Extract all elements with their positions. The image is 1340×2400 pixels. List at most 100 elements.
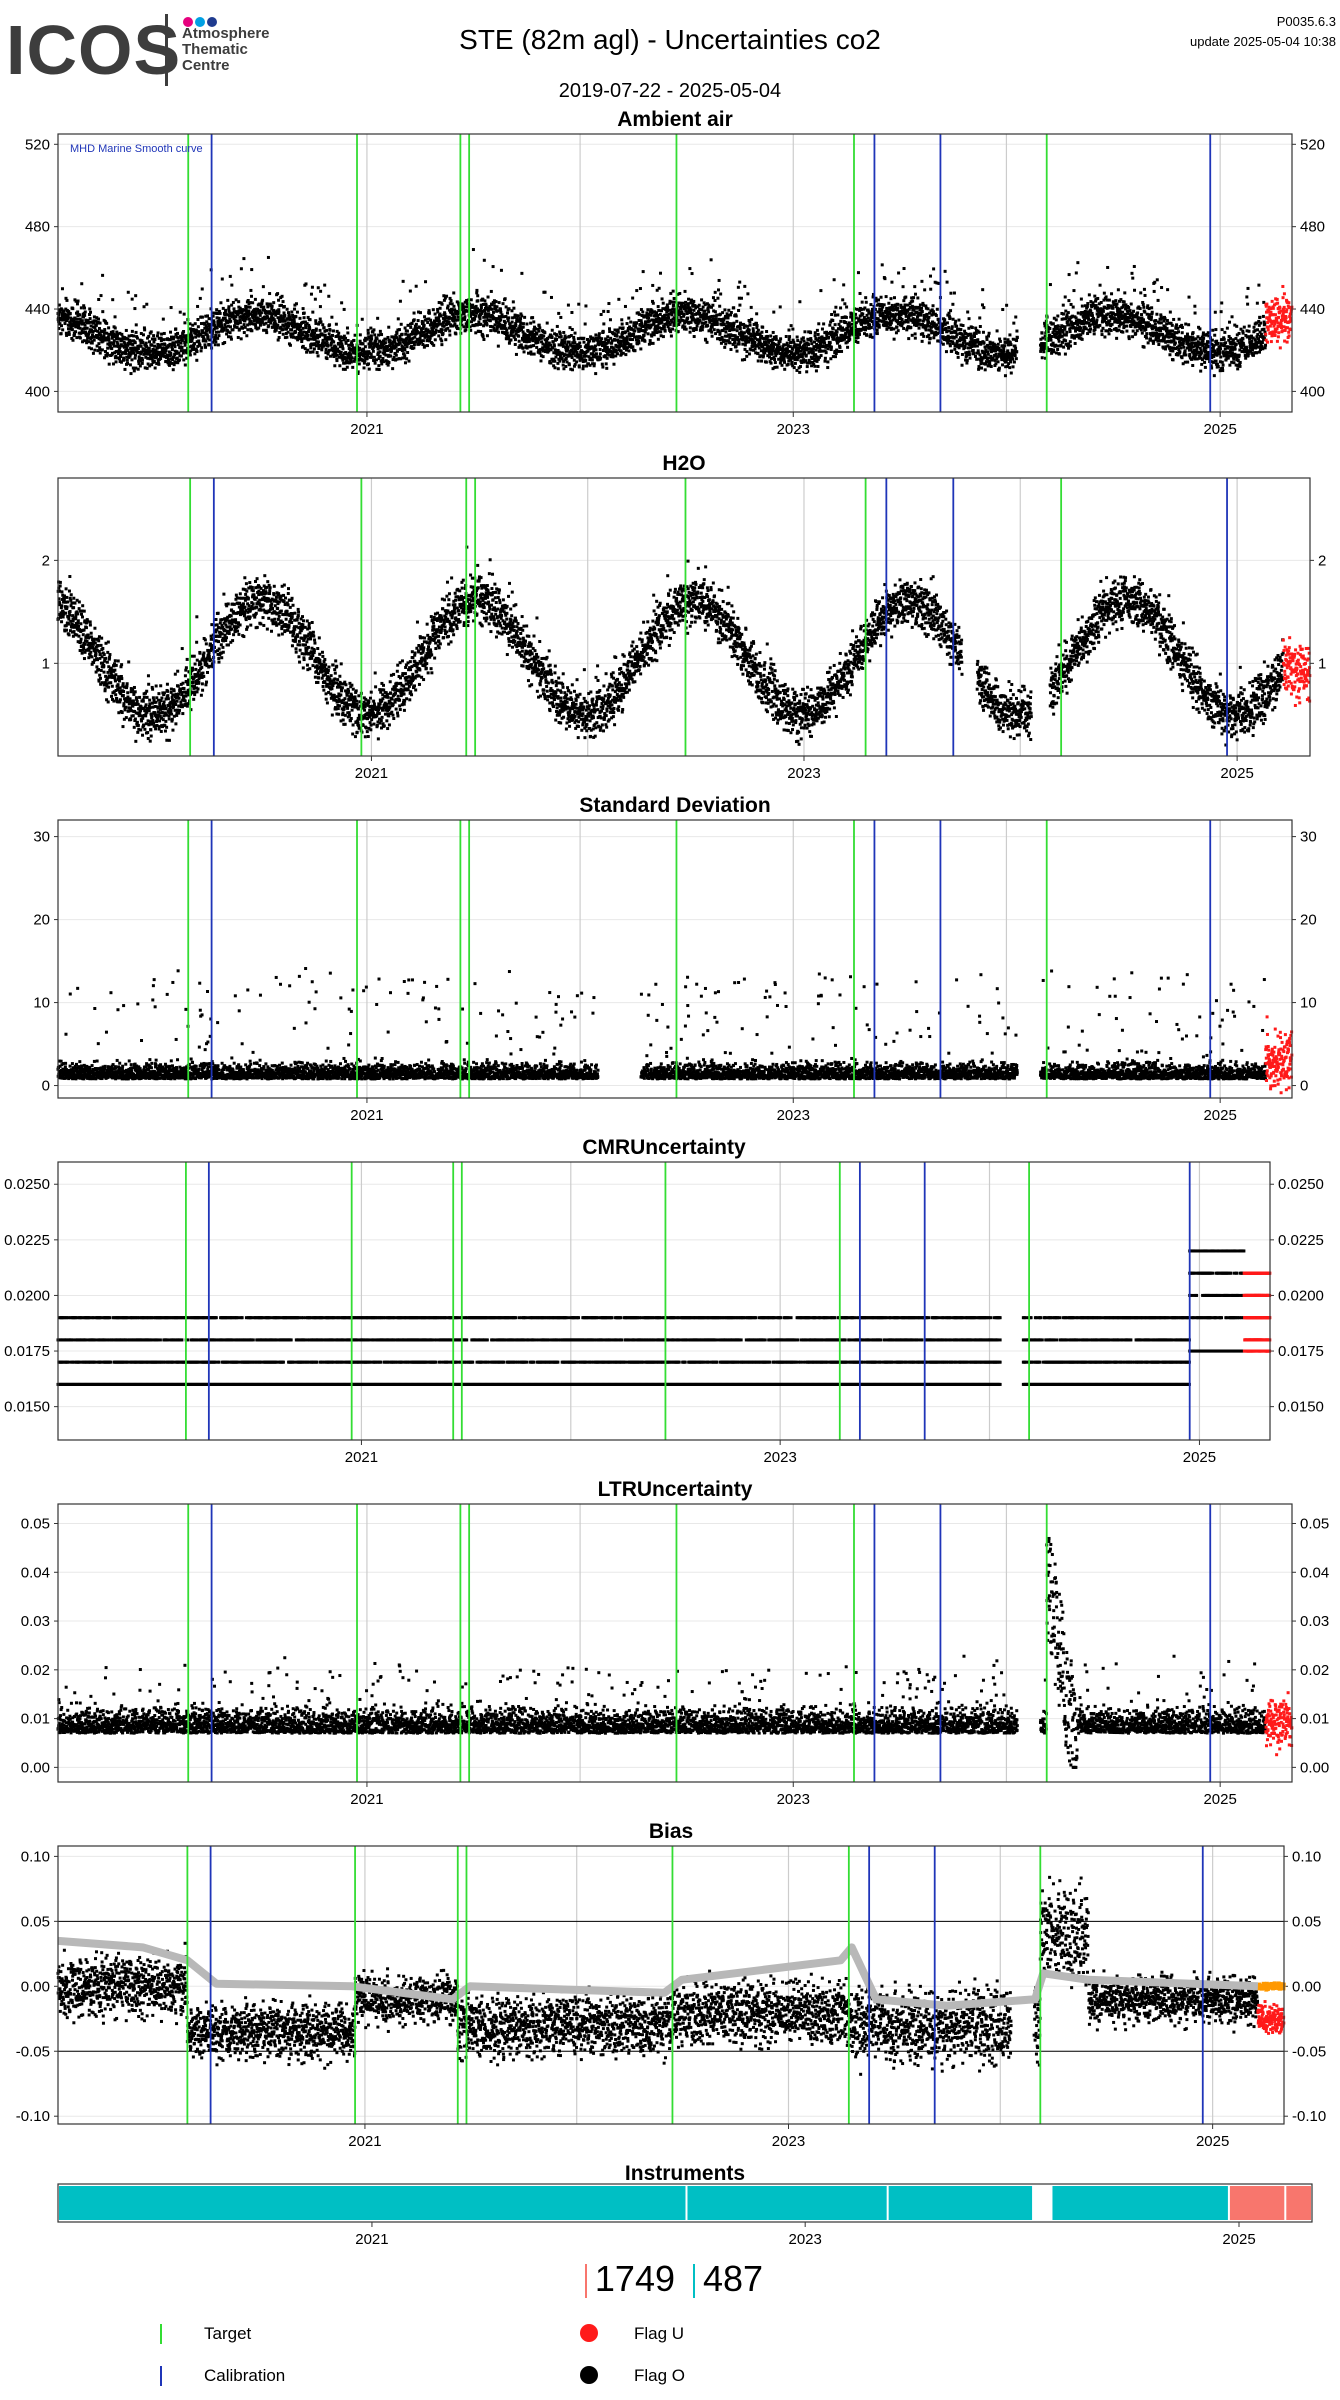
ambient-point (748, 332, 752, 336)
ambient-point (106, 346, 110, 350)
ambient-point (61, 328, 65, 332)
ambient-point (146, 362, 150, 366)
ambient-point (305, 331, 309, 335)
ambient-point (403, 354, 407, 358)
ambient-point (813, 331, 817, 335)
ambient-point (943, 322, 947, 326)
ambient-point (504, 327, 508, 331)
ambient-point (82, 306, 86, 310)
ambient-point (839, 306, 843, 310)
ambient-point (696, 317, 700, 321)
ambient-point (970, 337, 974, 341)
ambient-point (745, 354, 749, 358)
ambient-point (950, 327, 954, 331)
ambient-point (520, 328, 524, 332)
ambient-point (995, 329, 999, 333)
ambient-point (236, 311, 240, 315)
ambient-point (368, 342, 372, 346)
ambient-point (342, 334, 346, 338)
ambient-point (334, 335, 338, 339)
ambient-point (608, 330, 612, 334)
ambient-point (475, 323, 479, 327)
ambient-point (611, 350, 615, 354)
ambient-point (485, 313, 489, 317)
ambient-point (673, 321, 677, 325)
ambient-point (455, 327, 459, 331)
ambient-point (109, 332, 113, 336)
ambient-point (338, 345, 342, 349)
ambient-point (248, 305, 252, 309)
ambient-point (791, 356, 795, 360)
ambient-point (99, 338, 103, 342)
ambient-point (919, 313, 923, 317)
ambient-point (689, 308, 693, 312)
ambient-point (235, 325, 239, 329)
ambient-point (62, 318, 66, 322)
ambient-point (563, 334, 567, 338)
ambient-point (438, 312, 442, 316)
ambient-point (357, 352, 361, 356)
ambient-point (876, 317, 880, 321)
ambient-point (130, 329, 134, 333)
ambient-point (301, 307, 305, 311)
ambient-point (403, 343, 407, 347)
ambient-point (685, 319, 689, 323)
ambient-point (586, 342, 590, 346)
ambient-point (753, 347, 757, 351)
ambient-point (95, 316, 99, 320)
ambient-point (624, 330, 628, 334)
ambient-point (383, 341, 387, 345)
ambient-point (249, 320, 253, 324)
ambient-point (369, 339, 373, 343)
ambient-point (317, 322, 321, 326)
ambient-point (469, 328, 473, 332)
ambient-point (896, 329, 900, 333)
ambient-point (394, 342, 398, 346)
ambient-point (702, 321, 706, 325)
ambient-point (960, 352, 964, 356)
ambient-point (205, 329, 209, 333)
ambient-point (229, 337, 233, 341)
ambient-point (217, 316, 221, 320)
ambient-point (795, 358, 799, 362)
ambient-point (193, 352, 197, 356)
ambient-point (665, 303, 669, 307)
ambient-point (172, 363, 176, 367)
ambient-point (532, 320, 536, 324)
ambient-point (793, 358, 797, 362)
ambient-point (174, 351, 178, 355)
ambient-point (533, 332, 537, 336)
ambient-point (815, 355, 819, 359)
ambient-point (883, 314, 887, 318)
ambient-point (256, 308, 260, 312)
ambient-point (751, 327, 755, 331)
ambient-point (521, 330, 525, 334)
ambient-point (254, 312, 258, 316)
ambient-point (244, 307, 248, 311)
ambient-point (264, 328, 268, 332)
ambient-point (955, 341, 959, 345)
ambient-point (142, 305, 146, 309)
ambient-point (306, 338, 310, 342)
ambient-point (799, 340, 803, 344)
ambient-point (639, 347, 643, 351)
ambient-point (153, 366, 157, 370)
ambient-point (586, 349, 590, 353)
ambient-point (290, 318, 294, 322)
ambient-point (93, 325, 97, 329)
ambient-point (219, 320, 223, 324)
ambient-point (262, 305, 266, 309)
ambient-point (352, 338, 356, 342)
ambient-point (572, 335, 576, 339)
ambient-point (969, 334, 973, 338)
ambient-point (913, 321, 917, 325)
ambient-point (980, 366, 984, 370)
ambient-point (125, 346, 129, 350)
ambient-point (76, 310, 80, 314)
ambient-point (772, 345, 776, 349)
ambient-point (496, 317, 500, 321)
ambient-point (417, 325, 421, 329)
ambient-point (611, 346, 615, 350)
ambient-point (827, 331, 831, 335)
ambient-point (276, 323, 280, 327)
